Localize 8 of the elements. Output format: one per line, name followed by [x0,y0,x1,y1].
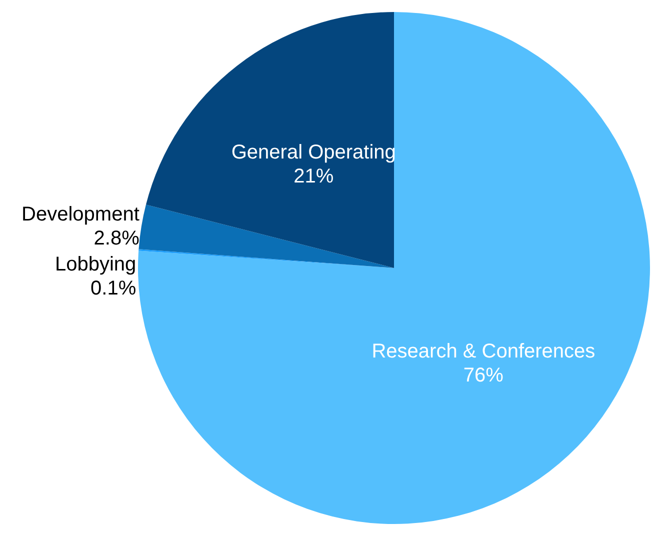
data-label: 2.8% [94,227,140,250]
slice-label: General Operating [231,142,396,164]
slice-label: Development [22,203,140,226]
slice-label: Lobbying [54,253,136,276]
data-label: 0.1% [90,277,136,300]
slice-label: Research & Conferences [372,340,596,363]
data-label: 21% [294,166,334,188]
data-label: 76% [463,364,504,387]
